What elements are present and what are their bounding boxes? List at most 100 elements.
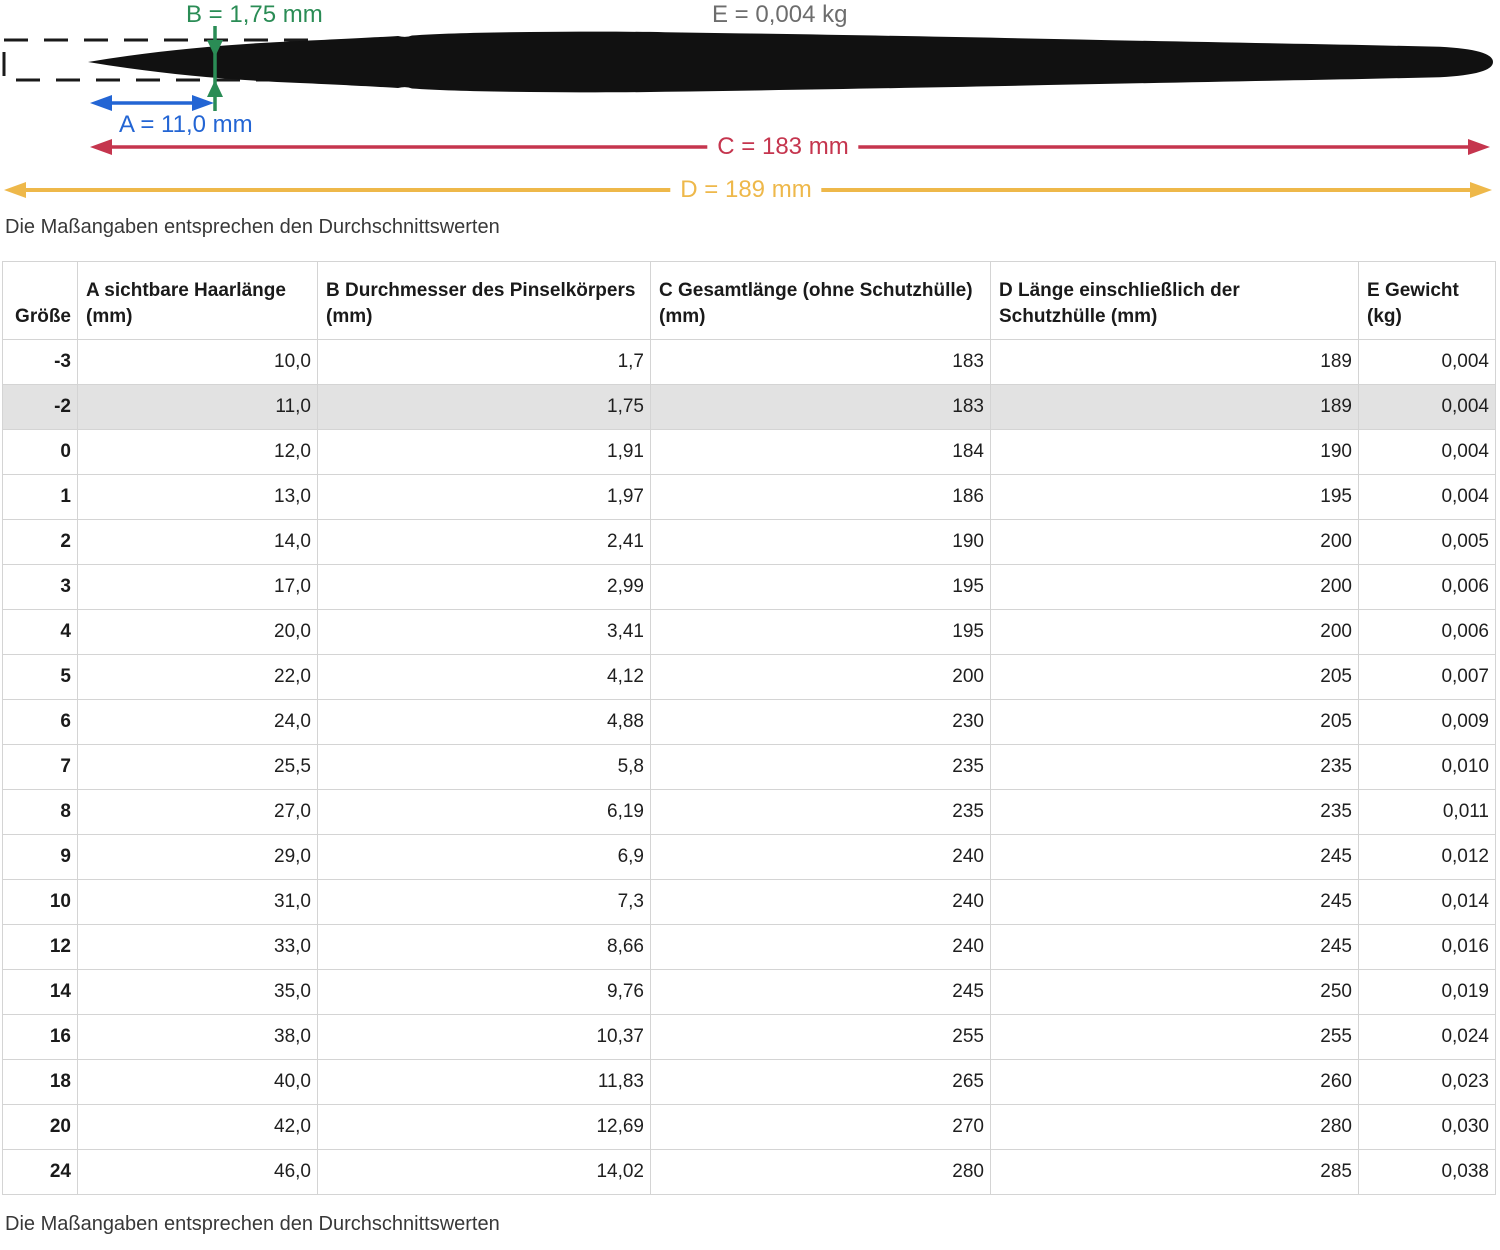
spec-value-cell: 240 [650,924,991,970]
spec-value-cell: 0,006 [1358,564,1496,610]
table-row: 12 33,0 8,66 240 245 0,016 [2,924,1496,970]
table-row: 10 31,0 7,3 240 245 0,014 [2,879,1496,925]
spec-value-cell: 0,006 [1358,609,1496,655]
spec-value-cell: 4,12 [317,654,651,700]
brush-silhouette [88,31,1493,93]
spec-value-cell: 20,0 [77,609,318,655]
spec-value-cell: 200 [990,609,1359,655]
spec-value-cell: 31,0 [77,879,318,925]
spec-value-cell: 1,75 [317,384,651,430]
spec-value-cell: 2,41 [317,519,651,565]
spec-value-cell: 245 [990,924,1359,970]
spec-value-cell: 230 [650,699,991,745]
row-size-label: 24 [2,1149,78,1195]
spec-value-cell: 235 [990,744,1359,790]
spec-value-cell: 46,0 [77,1149,318,1195]
spec-value-cell: 17,0 [77,564,318,610]
spec-value-cell: 29,0 [77,834,318,880]
spec-value-cell: 0,005 [1358,519,1496,565]
spec-value-cell: 0,012 [1358,834,1496,880]
spec-value-cell: 0,023 [1358,1059,1496,1105]
spec-value-cell: 0,016 [1358,924,1496,970]
dimension-b-arrow [207,26,223,111]
spec-value-cell: 235 [650,789,991,835]
spec-value-cell: 0,007 [1358,654,1496,700]
spec-value-cell: 195 [650,609,991,655]
spec-value-cell: 184 [650,429,991,475]
spec-value-cell: 200 [650,654,991,700]
table-row: 20 42,0 12,69 270 280 0,030 [2,1104,1496,1150]
spec-value-cell: 0,038 [1358,1149,1496,1195]
measurement-note-bottom: Die Maßangaben entsprechen den Durchschn… [5,1213,500,1235]
spec-value-cell: 255 [650,1014,991,1060]
col-header-c-gesamtlaenge: C Gesamtlänge (ohne Schutzhülle) (mm) [650,261,991,340]
spec-value-cell: 190 [650,519,991,565]
col-header-groesse: Größe [2,261,78,340]
row-size-label: 6 [2,699,78,745]
spec-value-cell: 8,66 [317,924,651,970]
col-header-a-haarlaenge: A sichtbare Haarlänge (mm) [77,261,318,340]
spec-value-cell: 280 [990,1104,1359,1150]
spec-value-cell: 189 [990,339,1359,385]
table-row: 16 38,0 10,37 255 255 0,024 [2,1014,1496,1060]
spec-value-cell: 0,004 [1358,339,1496,385]
row-size-label: -2 [2,384,78,430]
weight-e-label: E = 0,004 kg [712,1,848,28]
spec-value-cell: 205 [990,654,1359,700]
spec-value-cell: 27,0 [77,789,318,835]
spec-value-cell: 1,97 [317,474,651,520]
row-size-label: 7 [2,744,78,790]
spec-value-cell: 245 [650,969,991,1015]
spec-value-cell: 0,014 [1358,879,1496,925]
spec-value-cell: 22,0 [77,654,318,700]
spec-value-cell: 240 [650,834,991,880]
dimension-d-label: D = 189 mm [670,176,822,204]
row-size-label: 18 [2,1059,78,1105]
spec-value-cell: 5,8 [317,744,651,790]
row-size-label: 8 [2,789,78,835]
measurement-note-top: Die Maßangaben entsprechen den Durchschn… [5,216,500,238]
row-size-label: 16 [2,1014,78,1060]
spec-table-body: -3 10,0 1,7 183 189 0,004 -2 11,0 1,75 183 189 0,00… [2,339,1496,1195]
row-size-label: 0 [2,429,78,475]
spec-value-cell: 183 [650,384,991,430]
spec-value-cell: 255 [990,1014,1359,1060]
table-row: -3 10,0 1,7 183 189 0,004 [2,339,1496,385]
spec-value-cell: 12,0 [77,429,318,475]
row-size-label: 12 [2,924,78,970]
spec-value-cell: 190 [990,429,1359,475]
dimension-a-label: A = 11,0 mm [119,111,253,138]
spec-value-cell: 200 [990,564,1359,610]
row-size-label: 14 [2,969,78,1015]
table-row: 24 46,0 14,02 280 285 0,038 [2,1149,1496,1195]
spec-value-cell: 40,0 [77,1059,318,1105]
spec-value-cell: 183 [650,339,991,385]
table-row: 7 25,5 5,8 235 235 0,010 [2,744,1496,790]
col-header-b-durchmesser: B Durchmesser des Pinselkörpers (mm) [317,261,651,340]
row-size-label: 1 [2,474,78,520]
row-size-label: 5 [2,654,78,700]
spec-value-cell: 1,7 [317,339,651,385]
spec-value-cell: 260 [990,1059,1359,1105]
row-size-label: 10 [2,879,78,925]
row-size-label: 2 [2,519,78,565]
spec-value-cell: 6,19 [317,789,651,835]
spec-value-cell: 7,3 [317,879,651,925]
spec-value-cell: 11,0 [77,384,318,430]
spec-value-cell: 33,0 [77,924,318,970]
spec-value-cell: 245 [990,879,1359,925]
table-row: 3 17,0 2,99 195 200 0,006 [2,564,1496,610]
col-header-d-laenge: D Länge einschließlich der Schutzhülle (… [990,261,1359,340]
table-row: 0 12,0 1,91 184 190 0,004 [2,429,1496,475]
row-size-label: 20 [2,1104,78,1150]
spec-value-cell: 186 [650,474,991,520]
spec-value-cell: 0,004 [1358,384,1496,430]
spec-value-cell: 195 [650,564,991,610]
spec-value-cell: 0,004 [1358,474,1496,520]
spec-value-cell: 195 [990,474,1359,520]
spec-value-cell: 6,9 [317,834,651,880]
spec-value-cell: 35,0 [77,969,318,1015]
col-header-e-gewicht: E Gewicht (kg) [1358,261,1496,340]
spec-value-cell: 235 [650,744,991,790]
table-row: 8 27,0 6,19 235 235 0,011 [2,789,1496,835]
